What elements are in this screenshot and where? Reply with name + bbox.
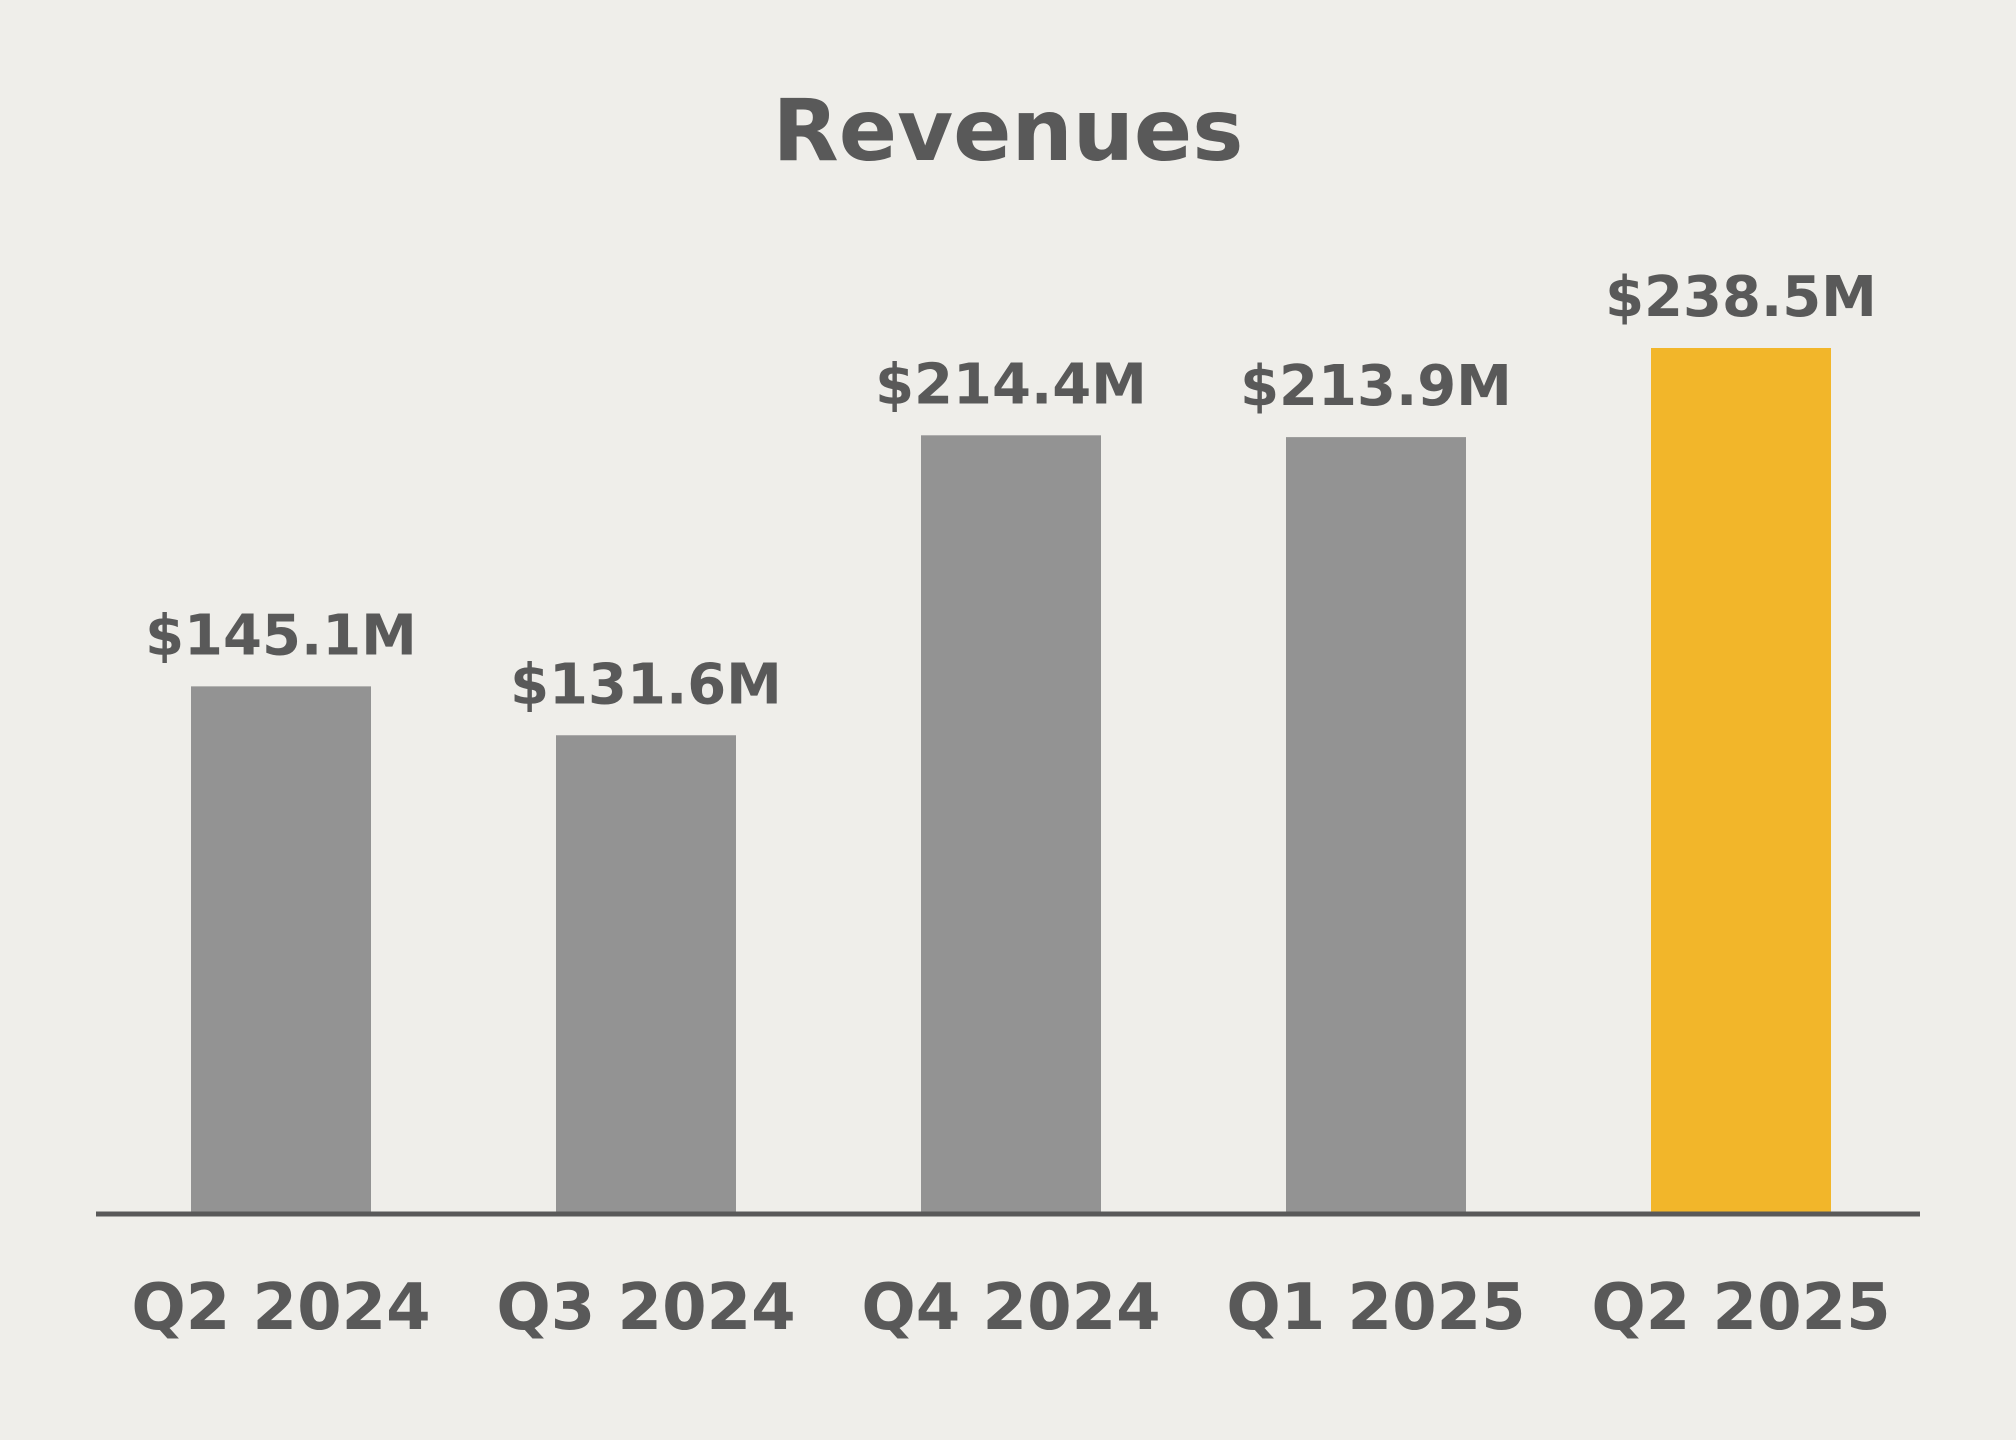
- x-tick-label-q2-2024: Q2 2024: [131, 1271, 430, 1345]
- bar-q3-2024: [556, 735, 736, 1212]
- value-label-group: $145.1M $131.6M $214.4M $213.9M $238.5M: [145, 265, 1877, 717]
- bar-q2-2024: [191, 686, 371, 1212]
- x-tick-label-q2-2025: Q2 2025: [1591, 1271, 1890, 1345]
- bar-q2-2025: [1651, 348, 1831, 1212]
- value-label-q2-2025: $238.5M: [1605, 265, 1877, 330]
- value-label-q1-2025: $213.9M: [1240, 354, 1512, 419]
- x-tick-label-group: Q2 2024 Q3 2024 Q4 2024 Q1 2025 Q2 2025: [131, 1271, 1890, 1345]
- chart-title: Revenues: [773, 81, 1244, 181]
- value-label-q2-2024: $145.1M: [145, 603, 417, 668]
- value-label-q4-2024: $214.4M: [875, 352, 1147, 417]
- x-tick-label-q3-2024: Q3 2024: [496, 1271, 795, 1345]
- bar-group: [191, 348, 1831, 1213]
- bar-q1-2025: [1286, 437, 1466, 1213]
- value-label-q3-2024: $131.6M: [510, 652, 782, 717]
- x-tick-label-q1-2025: Q1 2025: [1226, 1271, 1525, 1345]
- bar-q4-2024: [921, 435, 1101, 1212]
- x-tick-label-q4-2024: Q4 2024: [861, 1271, 1160, 1345]
